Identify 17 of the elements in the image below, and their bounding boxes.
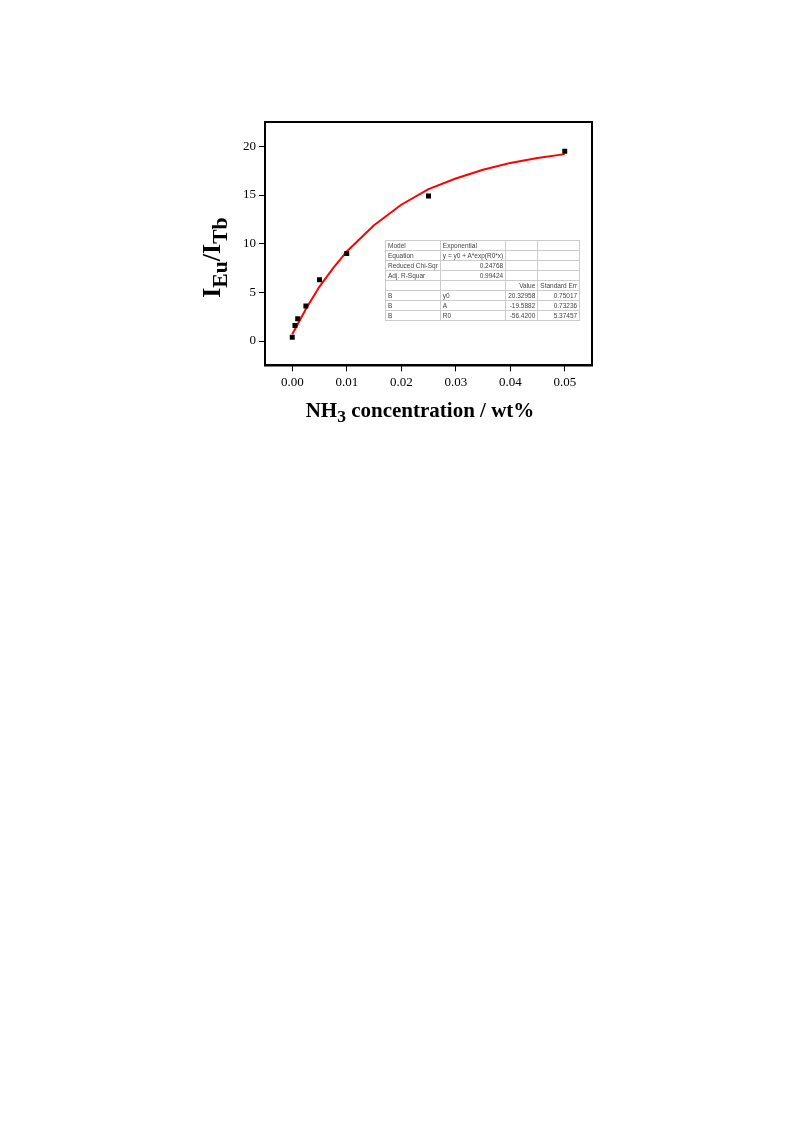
y-tick-label: 15 bbox=[243, 186, 256, 202]
point bbox=[562, 148, 568, 154]
point bbox=[289, 334, 295, 340]
x-tick-label: 0.03 bbox=[444, 373, 468, 389]
point bbox=[344, 250, 350, 256]
point bbox=[295, 316, 301, 322]
y-tick-label: 10 bbox=[243, 235, 256, 251]
x-tick-label: 0.04 bbox=[498, 373, 523, 389]
x-tick-label: 0.05 bbox=[553, 373, 577, 389]
y-tick-label: 0 bbox=[249, 332, 256, 348]
y-tick-label: 20 bbox=[243, 137, 256, 153]
y-tick-label: 5 bbox=[249, 283, 256, 299]
x-tick-label: 0.00 bbox=[280, 373, 304, 389]
x-tick-label: 0.02 bbox=[389, 373, 413, 389]
point bbox=[317, 277, 322, 283]
x-axis-title: NH$_{3}$ concentration / wt% bbox=[304, 398, 536, 428]
x-tick-label: 0.01 bbox=[335, 373, 359, 389]
